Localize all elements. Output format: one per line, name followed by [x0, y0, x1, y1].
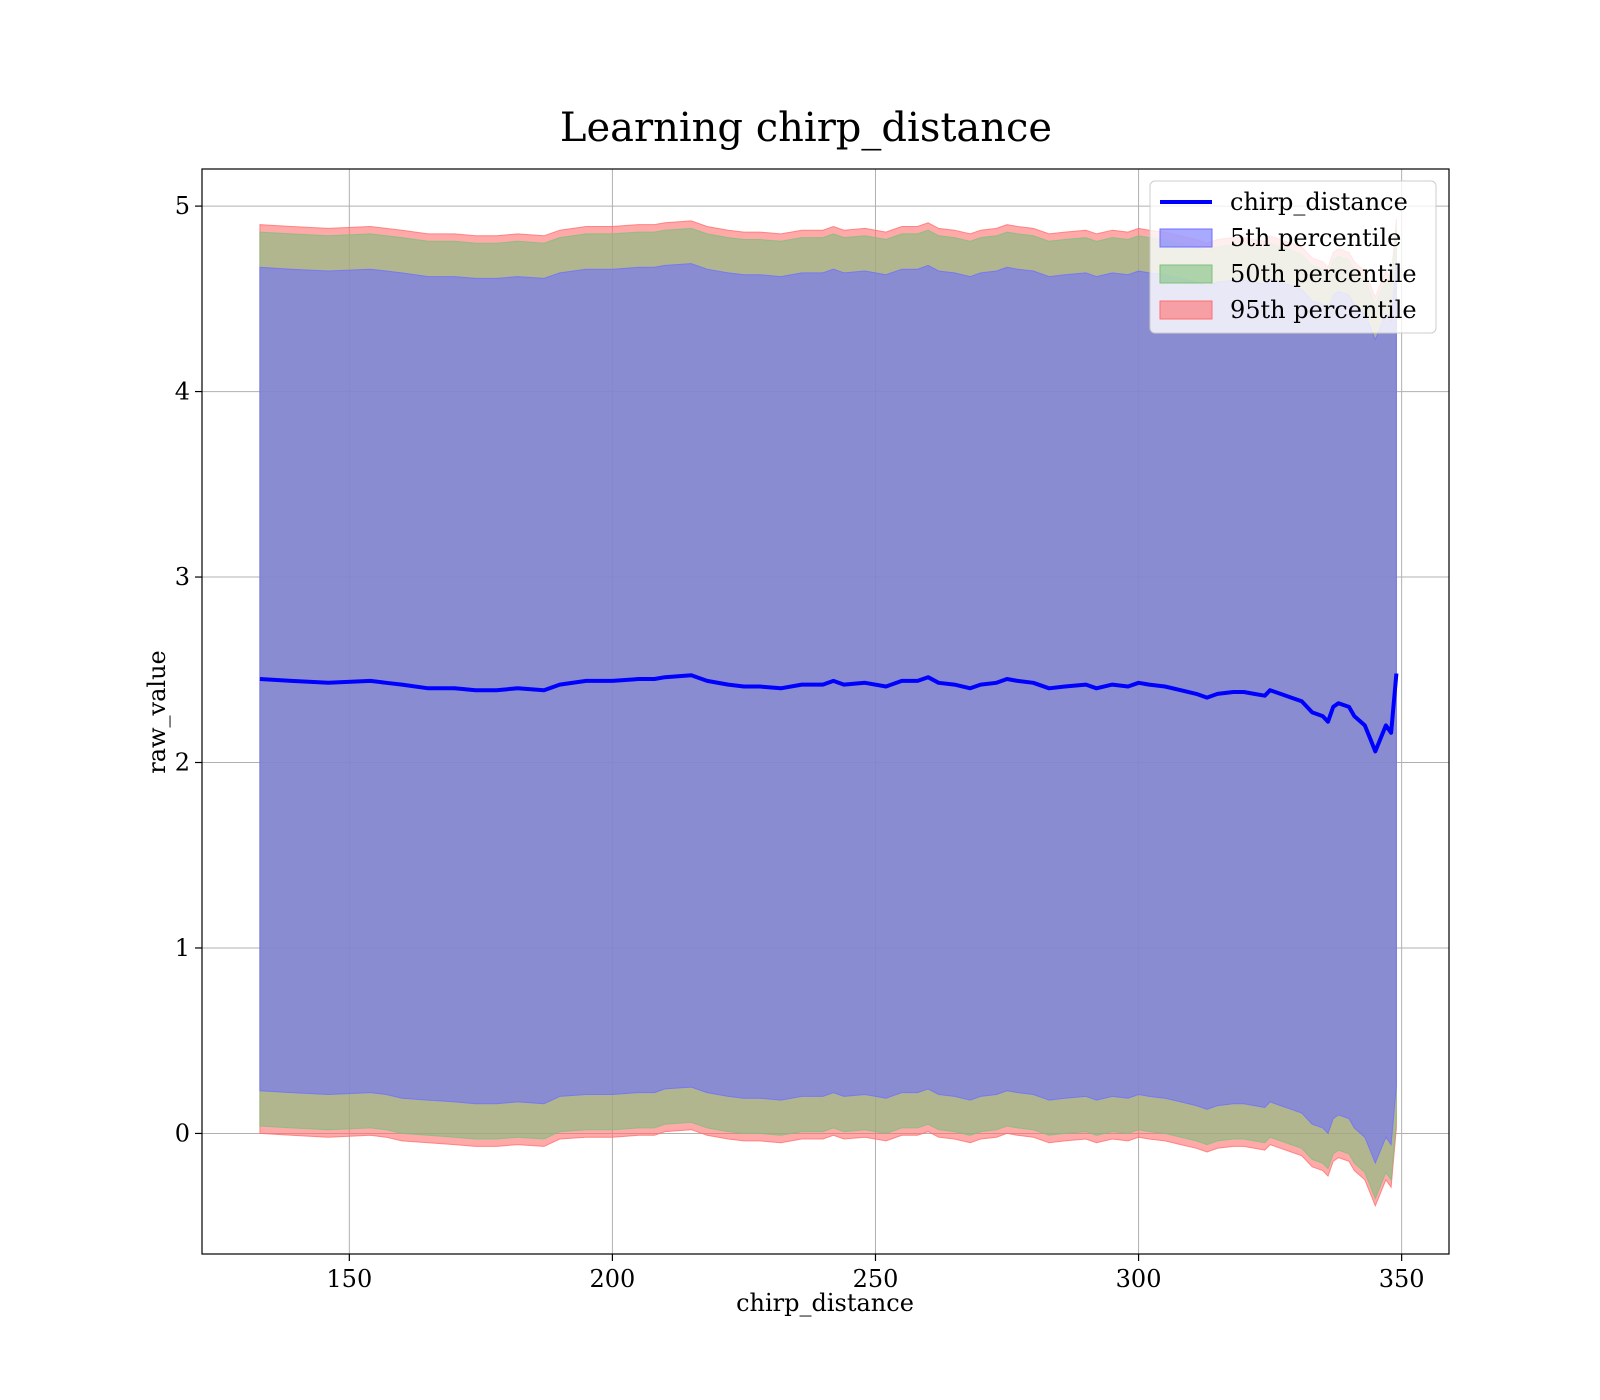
legend-box: [1149, 180, 1437, 334]
legend-label: 5th percentile: [1230, 224, 1401, 252]
x-tick-label: 200: [589, 1265, 635, 1293]
chart-title: Learning chirp_distance: [560, 105, 1052, 151]
x-tick-label: 150: [326, 1265, 372, 1293]
y-tick-label: 0: [175, 1119, 190, 1147]
x-axis-label: chirp_distance: [736, 1289, 914, 1317]
legend-patch-swatch: [1159, 228, 1213, 248]
plot-frame: [201, 168, 1450, 1255]
x-tick-label: 250: [853, 1265, 899, 1293]
legend-label: 95th percentile: [1230, 296, 1417, 324]
y-tick-label: 2: [175, 749, 190, 777]
percentile-bands: [259, 219, 1397, 1208]
y-axis-label: raw_value: [143, 650, 171, 774]
legend-patch-swatch: [1159, 264, 1213, 284]
legend-patch-swatch: [1159, 300, 1213, 320]
legend: chirp_distance 5th percentile 50th percent…: [1149, 180, 1437, 334]
legend-label: chirp_distance: [1230, 188, 1408, 216]
y-tick-label: 5: [175, 192, 190, 220]
x-tick-label: 350: [1379, 1265, 1425, 1293]
y-tick-label: 3: [175, 563, 190, 591]
legend-label: 50th percentile: [1230, 260, 1417, 288]
x-tick-label: 300: [1116, 1265, 1162, 1293]
axis-ticks: 150 200 250 300 350 0 1 2 3 4 5: [175, 192, 1425, 1293]
band-5th-percentile: [259, 261, 1397, 1165]
series-lines: [259, 673, 1399, 754]
y-tick-label: 4: [175, 378, 190, 406]
series-line-chirp-distance: [259, 673, 1399, 754]
y-tick-label: 1: [175, 934, 190, 962]
